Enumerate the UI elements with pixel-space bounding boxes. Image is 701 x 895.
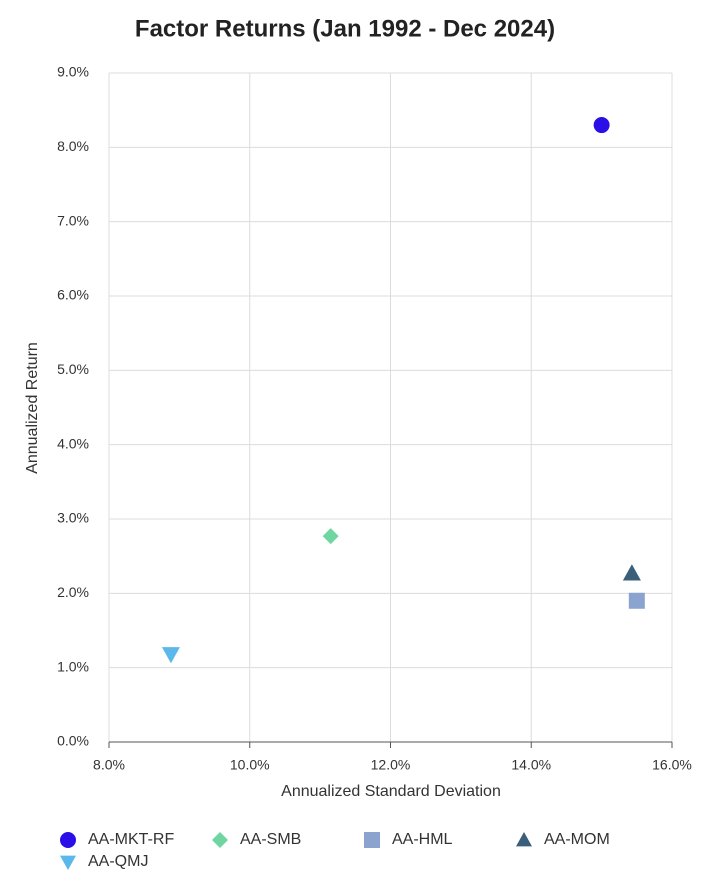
legend-marker — [60, 855, 76, 870]
y-tick-label: 8.0% — [57, 138, 89, 154]
legend-marker — [516, 832, 532, 847]
point — [322, 528, 339, 545]
point — [161, 647, 180, 664]
y-tick-label: 2.0% — [57, 584, 89, 600]
y-tick-label: 3.0% — [57, 510, 89, 526]
y-tick-label: 6.0% — [57, 287, 89, 303]
y-tick-label: 4.0% — [57, 435, 89, 451]
chart-title: Factor Returns (Jan 1992 - Dec 2024) — [135, 15, 555, 42]
legend-label: AA-MOM — [544, 831, 610, 848]
legend-marker — [364, 832, 380, 848]
x-tick-label: 14.0% — [511, 757, 551, 773]
y-tick-label: 9.0% — [57, 64, 89, 80]
legend-marker — [60, 832, 76, 848]
legend-marker — [212, 832, 228, 848]
x-tick-label: 8.0% — [93, 757, 125, 773]
x-axis-label: Annualized Standard Deviation — [281, 783, 501, 800]
legend-label: AA-HML — [392, 831, 453, 848]
point — [628, 592, 645, 609]
y-tick-label: 1.0% — [57, 658, 89, 674]
point — [622, 564, 641, 581]
legend-label: AA-MKT-RF — [88, 831, 174, 848]
x-tick-label: 16.0% — [652, 757, 692, 773]
legend-label: AA-SMB — [240, 831, 301, 848]
point — [593, 117, 610, 134]
y-tick-label: 5.0% — [57, 361, 89, 377]
legend-label: AA-QMJ — [88, 853, 148, 870]
y-tick-label: 7.0% — [57, 212, 89, 228]
x-tick-label: 10.0% — [230, 757, 270, 773]
y-axis-label: Annualized Return — [24, 342, 41, 474]
y-tick-label: 0.0% — [57, 733, 89, 749]
x-tick-label: 12.0% — [371, 757, 411, 773]
